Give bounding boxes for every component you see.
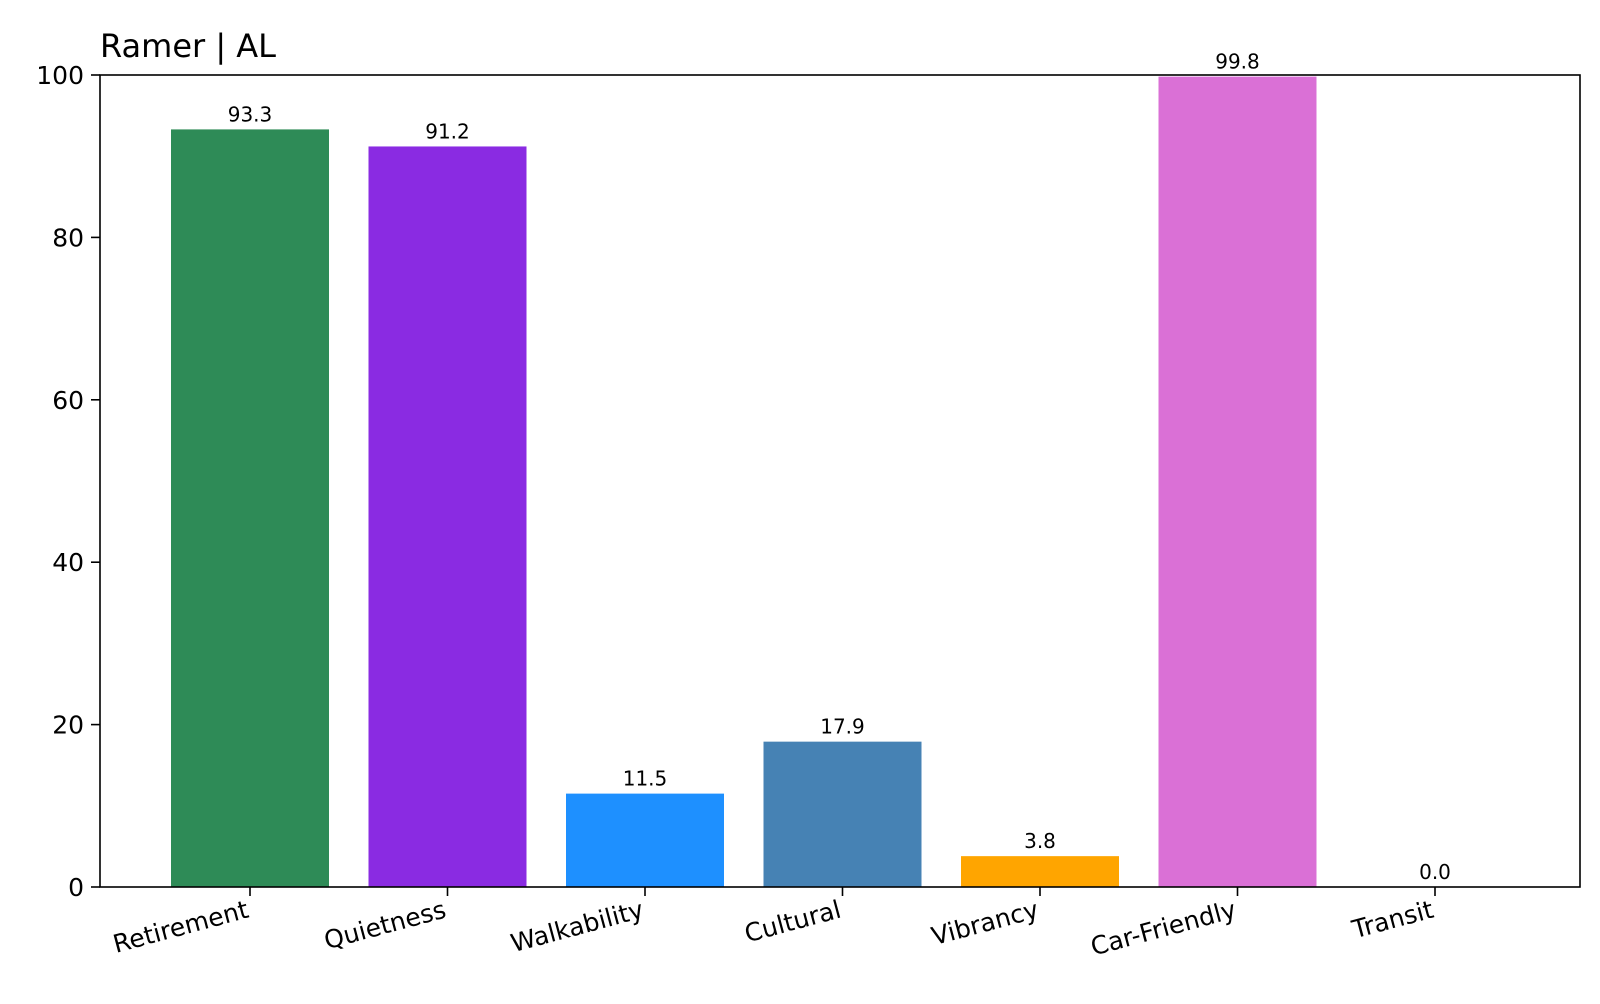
bar-car-friendly <box>1158 76 1317 887</box>
value-label-transit: 0.0 <box>1419 860 1451 884</box>
y-axis: 0 20 40 60 80 100 <box>36 61 100 902</box>
bar-vibrancy <box>961 856 1119 887</box>
value-labels-layer: 93.3 91.2 11.5 17.9 3.8 99.8 0.0 <box>228 50 1451 884</box>
y-tick-label-80: 80 <box>52 223 84 252</box>
bar-cultural <box>763 741 922 887</box>
value-label-car-friendly: 99.8 <box>1215 50 1260 74</box>
value-label-cultural: 17.9 <box>820 715 865 739</box>
y-tick-label-40: 40 <box>52 548 84 577</box>
x-tick-label-car-friendly: Car-Friendly <box>1088 895 1240 962</box>
bar-retirement <box>171 129 329 888</box>
x-tick-label-walkability: Walkability <box>508 895 647 958</box>
value-label-vibrancy: 3.8 <box>1024 829 1056 853</box>
y-tick-label-20: 20 <box>52 711 84 740</box>
value-label-quietness: 91.2 <box>425 119 470 143</box>
plot-frame <box>99 74 1581 888</box>
bar-walkability <box>566 793 724 887</box>
x-tick-label-vibrancy: Vibrancy <box>928 895 1041 951</box>
x-tick-label-quietness: Quietness <box>321 895 449 955</box>
x-tick-label-retirement: Retirement <box>110 895 252 959</box>
x-tick-label-transit: Transit <box>1348 895 1437 945</box>
y-tick-label-60: 60 <box>52 386 84 415</box>
value-label-retirement: 93.3 <box>228 102 273 126</box>
value-label-walkability: 11.5 <box>623 767 668 791</box>
y-tick-label-100: 100 <box>36 61 84 90</box>
bars-layer <box>171 76 1317 888</box>
x-tick-label-cultural: Cultural <box>741 895 844 948</box>
chart-title: Ramer | AL <box>100 27 276 65</box>
bar-quietness <box>368 146 527 887</box>
x-axis: Retirement Quietness Walkability Cultural Vi… <box>110 887 1437 961</box>
y-tick-label-0: 0 <box>68 873 84 902</box>
